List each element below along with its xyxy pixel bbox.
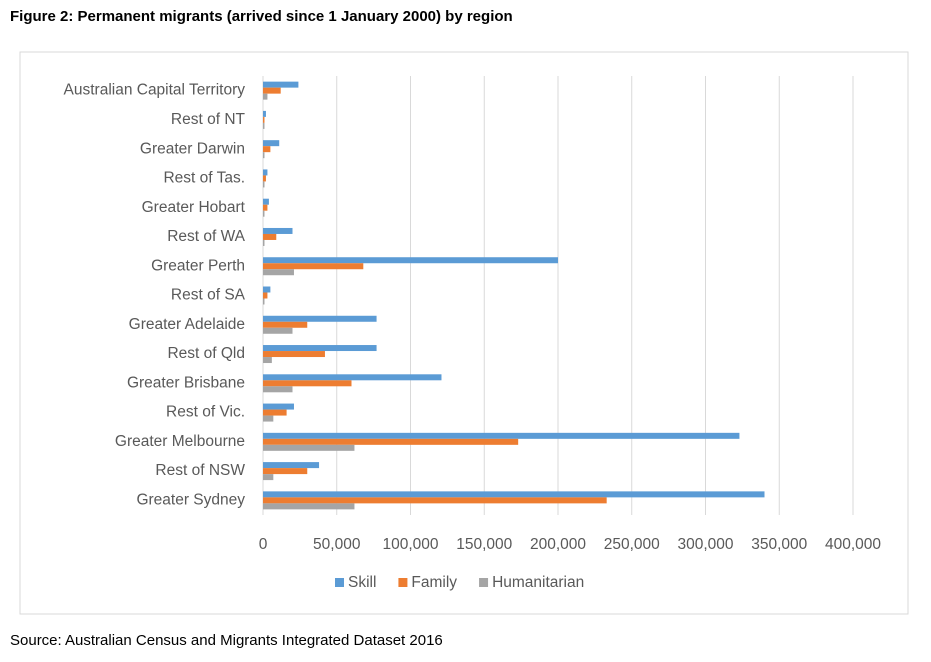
bar <box>263 351 325 358</box>
bar <box>263 122 265 129</box>
x-tick-label: 200,000 <box>530 536 586 553</box>
legend-label: Family <box>411 574 457 591</box>
legend-label: Humanitarian <box>492 574 584 591</box>
bar <box>263 227 293 234</box>
y-tick-label: Rest of Tas. <box>163 170 245 187</box>
bar <box>263 257 558 264</box>
bar <box>263 210 265 217</box>
bar <box>263 81 299 88</box>
chart-frame <box>19 51 909 615</box>
bar <box>263 152 265 159</box>
y-tick-label: Greater Adelaide <box>129 316 245 333</box>
x-tick-label: 400,000 <box>825 536 881 553</box>
x-tick-label: 0 <box>259 536 268 553</box>
y-tick-label: Rest of WA <box>167 228 245 245</box>
x-tick-label: 250,000 <box>604 536 660 553</box>
bar <box>263 468 308 475</box>
y-tick-label: Rest of NSW <box>155 462 245 479</box>
bar <box>263 403 294 410</box>
bar <box>263 462 320 469</box>
bar <box>263 327 293 334</box>
y-tick-label: Greater Melbourne <box>115 433 245 450</box>
bar <box>263 93 268 100</box>
bar <box>263 233 277 240</box>
y-tick-label: Rest of NT <box>171 111 246 128</box>
bar <box>263 474 274 481</box>
x-tick-label: 150,000 <box>456 536 512 553</box>
bar <box>263 239 265 246</box>
bar <box>263 181 265 188</box>
legend-swatch <box>479 578 489 587</box>
bar <box>263 386 293 393</box>
y-tick-label: Greater Darwin <box>140 140 245 157</box>
chart-title: Figure 2: Permanent migrants (arrived si… <box>10 8 513 25</box>
x-tick-label: 350,000 <box>751 536 807 553</box>
bar <box>263 503 355 510</box>
bar <box>263 116 265 123</box>
bar <box>263 444 355 451</box>
x-tick-label: 300,000 <box>677 536 733 553</box>
bar <box>263 415 274 422</box>
y-tick-label: Rest of Vic. <box>166 404 245 421</box>
y-tick-label: Rest of Qld <box>167 345 245 362</box>
y-tick-label: Rest of SA <box>171 287 246 304</box>
bar <box>263 269 294 276</box>
bar <box>263 409 287 416</box>
bar <box>263 438 519 445</box>
bar <box>263 140 280 147</box>
bar <box>263 198 269 205</box>
y-tick-label: Greater Brisbane <box>127 374 245 391</box>
legend-label: Skill <box>348 574 376 591</box>
bar <box>263 380 352 387</box>
bar <box>263 286 271 293</box>
bar <box>263 169 268 176</box>
bar <box>263 87 281 94</box>
bar <box>263 146 271 153</box>
y-tick-label: Greater Perth <box>151 257 245 274</box>
bar <box>263 491 765 498</box>
bar <box>263 110 266 117</box>
x-tick-label: 50,000 <box>313 536 361 553</box>
bar <box>263 345 377 352</box>
x-tick-label: 100,000 <box>382 536 438 553</box>
y-tick-label: Greater Hobart <box>142 199 246 216</box>
legend-swatch <box>335 578 344 587</box>
bar <box>263 357 272 364</box>
bar <box>263 263 364 270</box>
legend-swatch <box>398 578 408 587</box>
bar <box>263 298 265 305</box>
bar <box>263 497 607 504</box>
y-tick-label: Greater Sydney <box>136 491 245 508</box>
bar <box>263 175 266 182</box>
source-note: Source: Australian Census and Migrants I… <box>10 632 443 649</box>
y-tick-label: Australian Capital Territory <box>64 82 246 99</box>
bar <box>263 321 308 328</box>
bar <box>263 204 268 211</box>
bar <box>263 315 377 322</box>
bar <box>263 432 740 439</box>
bar <box>263 374 442 381</box>
bar <box>263 292 268 299</box>
